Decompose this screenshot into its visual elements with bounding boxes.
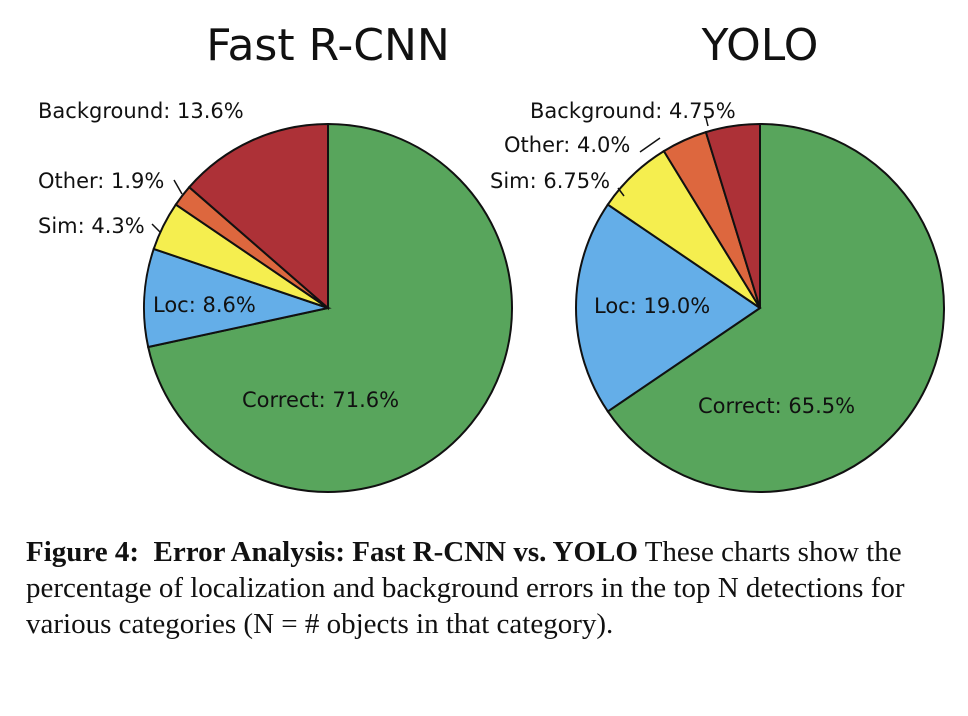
leader-line-other-yolo: [639, 137, 661, 153]
leader-line-sim-fast-rcnn: [151, 223, 161, 233]
pie-slice-correct-yolo: [606, 122, 945, 493]
pie-slice-background-fast-rcnn: [187, 122, 329, 311]
figure-label: Figure 4:: [26, 536, 140, 568]
pie-slices-fast-rcnn: [143, 122, 513, 493]
slice-label-other-fast-rcnn: Other: 1.9%: [38, 169, 164, 193]
slice-label-correct-fast-rcnn: Correct: 71.6%: [242, 388, 399, 412]
slice-label-other-yolo: Other: 4.0%: [504, 133, 630, 157]
pie-slice-background-yolo: [704, 122, 761, 309]
pie-charts: Fast R-CNN Background: 13.6% Other: 1.9%…: [38, 20, 945, 493]
pie-chart-fast-rcnn: Fast R-CNN Background: 13.6% Other: 1.9%…: [38, 20, 513, 493]
chart-title-fast-rcnn: Fast R-CNN: [206, 20, 450, 71]
slice-label-background-fast-rcnn: Background: 13.6%: [38, 99, 244, 123]
leader-line-other-fast-rcnn: [173, 179, 183, 195]
pie-chart-yolo: YOLO Background: 4.75% Other: 4.0% Sim: …: [490, 20, 945, 493]
chart-title-yolo: YOLO: [701, 20, 819, 71]
slice-label-correct-yolo: Correct: 65.5%: [698, 394, 855, 418]
pie-slices-yolo: [575, 122, 945, 493]
pie-slice-loc-fast-rcnn: [143, 247, 332, 349]
slice-label-sim-yolo: Sim: 6.75%: [490, 169, 610, 193]
pie-slice-loc-yolo: [575, 203, 762, 413]
leader-line-sim-yolo: [617, 187, 625, 197]
slice-label-background-yolo: Background: 4.75%: [530, 99, 736, 123]
caption-text: These charts show the percentage of loca…: [26, 536, 905, 640]
figure-caption: Figure 4: Error Analysis: Fast R-CNN vs.…: [26, 534, 950, 642]
slice-label-loc-fast-rcnn: Loc: 8.6%: [153, 293, 256, 317]
leader-line-background-yolo: [705, 117, 709, 127]
caption-title: Error Analysis: Fast R-CNN vs. YOLO: [153, 536, 638, 568]
slice-label-loc-yolo: Loc: 19.0%: [594, 294, 710, 318]
slice-label-sim-fast-rcnn: Sim: 4.3%: [38, 214, 145, 238]
